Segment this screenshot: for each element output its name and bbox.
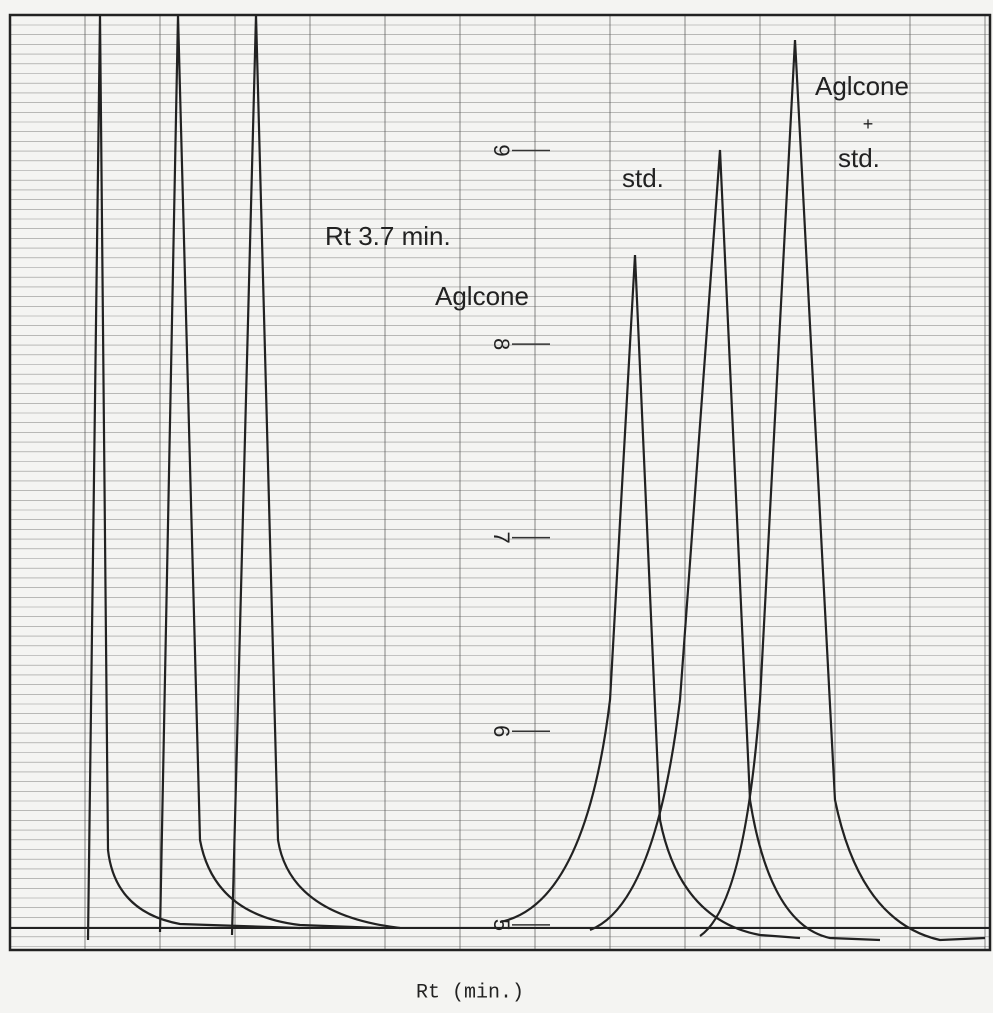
annotation: + [863,114,874,134]
annotation: Aglcone [815,71,909,101]
y-tick-label: 6 [489,725,514,737]
y-tick-label: 8 [489,338,514,350]
trace [589,149,881,942]
y-tick-label: 9 [489,144,514,156]
annotation: Aglcone [435,281,529,311]
annotation: Rt 3.7 min. [325,221,451,251]
frame [8,13,992,952]
paper-grid [10,15,990,950]
trace [699,39,986,942]
trace [158,14,381,933]
x-axis-label: Rt (min.) [416,981,524,1004]
y-tick-label: 5 [489,919,514,931]
trace [230,14,401,936]
annotation: std. [622,163,664,193]
y-tick-label: 7 [489,532,514,544]
annotation: std. [838,143,880,173]
trace [86,14,301,941]
